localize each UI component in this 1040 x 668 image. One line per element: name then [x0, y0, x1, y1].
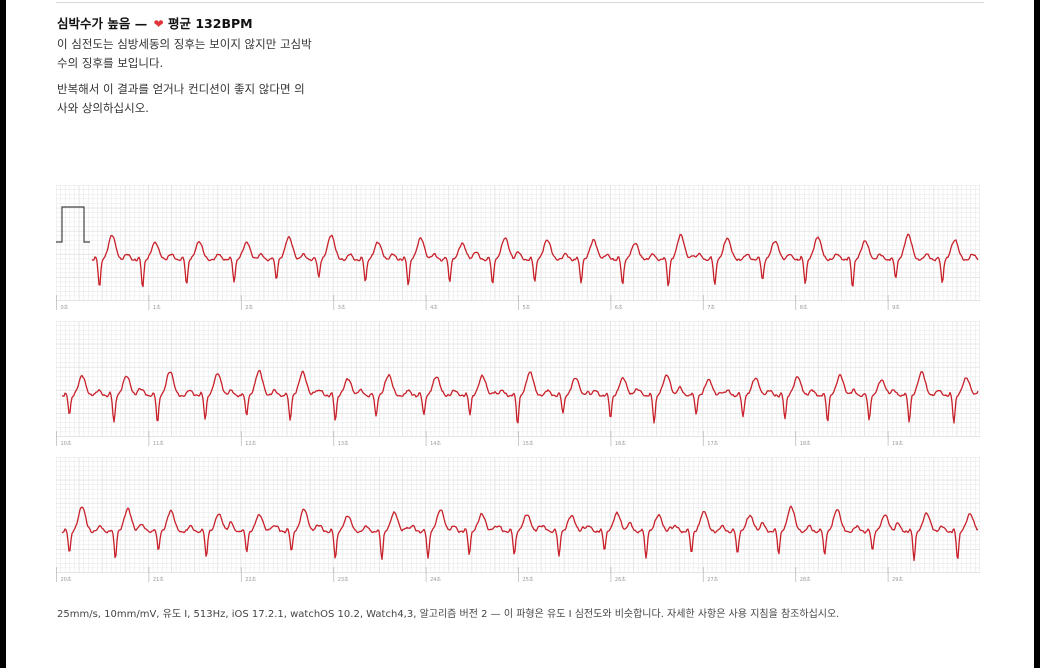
time-label: 28초	[800, 577, 811, 583]
result-description: 이 심전도는 심방세동의 징후는 보이지 않지만 고심박 수의 징후를 보입니다…	[57, 35, 347, 73]
time-label: 6초	[615, 305, 623, 311]
ecg-grid	[56, 457, 980, 573]
ecg-grid	[56, 321, 980, 437]
time-label: 2초	[245, 305, 253, 311]
time-label: 9초	[892, 305, 900, 311]
time-label: 5초	[523, 305, 531, 311]
time-label: 17초	[707, 441, 718, 447]
time-label: 12초	[245, 441, 256, 447]
ecg-chart: 10초 11초 12초 13초 14초 15초 16초 17초 18초 19초	[56, 321, 980, 447]
time-label: 7초	[707, 305, 715, 311]
description-line: 수의 징후를 보입니다.	[57, 56, 164, 70]
ecg-trace	[91, 233, 979, 288]
recording-details: 25mm/s, 10mm/mV, 유도 I, 513Hz, iOS 17.2.1…	[57, 609, 840, 620]
divider	[56, 2, 984, 3]
ecg-chart: 20초 21초 22초 23초 24초 25초 26초 27초 28초 29초	[56, 457, 980, 583]
ecg-trace	[62, 369, 979, 424]
result-title: 심박수가 높음	[57, 16, 131, 31]
ecg-strip-0-10s: 0초 1초 2초 3초 4초 5초 6초 7초 8초 9초	[56, 185, 980, 311]
time-label: 21초	[153, 577, 164, 583]
advice-line: 사와 상의하십시오.	[57, 101, 149, 115]
advice-line: 반복해서 이 결과를 얻거나 컨디션이 좋지 않다면 의	[57, 82, 305, 96]
calibration-pulse	[56, 206, 90, 243]
time-label: 25초	[523, 577, 534, 583]
heart-icon: ❤	[153, 17, 164, 31]
time-label: 10초	[61, 441, 72, 447]
time-label: 22초	[245, 577, 256, 583]
ecg-strip-10-20s: 10초 11초 12초 13초 14초 15초 16초 17초 18초 19초	[56, 321, 980, 447]
time-label: 13초	[338, 441, 349, 447]
time-label: 20초	[61, 577, 72, 583]
time-label: 15초	[523, 441, 534, 447]
time-label: 14초	[430, 441, 441, 447]
description-line: 이 심전도는 심방세동의 징후는 보이지 않지만 고심박	[57, 37, 312, 51]
dash: —	[134, 16, 148, 31]
time-label: 18초	[800, 441, 811, 447]
time-label: 4초	[430, 305, 438, 311]
time-label: 23초	[338, 577, 349, 583]
ecg-report-page: 심박수가 높음 — ❤ 평균 132BPM 이 심전도는 심방세동의 징후는 보…	[6, 0, 1034, 668]
advice-text: 반복해서 이 결과를 얻거나 컨디션이 좋지 않다면 의 사와 상의하십시오.	[57, 80, 347, 118]
time-label: 8초	[800, 305, 808, 311]
time-label: 24초	[430, 577, 441, 583]
result-heading: 심박수가 높음 — ❤ 평균 132BPM	[57, 13, 253, 32]
ecg-chart: 0초 1초 2초 3초 4초 5초 6초 7초 8초 9초	[56, 185, 980, 311]
time-label: 19초	[892, 441, 903, 447]
ecg-trace	[61, 505, 979, 562]
time-label: 16초	[615, 441, 626, 447]
ecg-grid	[56, 185, 980, 301]
time-label: 27초	[707, 577, 718, 583]
ecg-strip-20-30s: 20초 21초 22초 23초 24초 25초 26초 27초 28초 29초	[56, 457, 980, 583]
time-label: 3초	[338, 305, 346, 311]
average-bpm: 평균 132BPM	[168, 16, 253, 31]
time-label: 1초	[153, 305, 161, 311]
time-label: 26초	[615, 577, 626, 583]
time-label: 29초	[892, 577, 903, 583]
time-label: 0초	[61, 305, 69, 311]
time-label: 11초	[153, 441, 164, 447]
